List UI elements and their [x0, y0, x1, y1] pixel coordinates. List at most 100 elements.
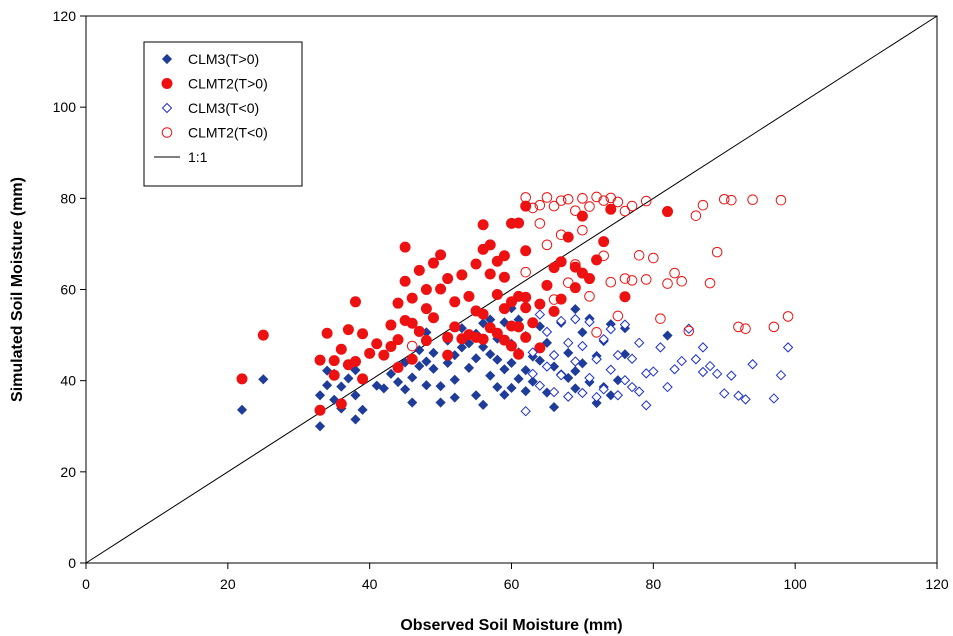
data-point	[541, 192, 553, 203]
series-3	[520, 309, 794, 417]
data-point	[470, 258, 482, 270]
data-point	[570, 205, 581, 216]
x-tick-label: 100	[783, 576, 807, 592]
x-axis-title: Observed Soil Moisture (mm)	[400, 617, 622, 634]
data-point	[236, 373, 248, 385]
data-point	[435, 249, 447, 261]
data-point	[733, 321, 744, 333]
data-point	[747, 359, 758, 370]
data-point	[605, 276, 617, 288]
data-point	[570, 356, 581, 367]
data-point	[534, 342, 546, 354]
data-point	[605, 323, 616, 335]
data-point	[421, 380, 432, 391]
axes: 0 20 40 60 80 100 120 0 20 40 60 80 100 120	[53, 8, 949, 592]
reference-line	[85, 15, 938, 564]
data-point	[704, 360, 716, 372]
data-point	[584, 291, 595, 302]
data-point	[314, 421, 326, 432]
x-tick-label: 0	[82, 576, 90, 592]
data-point	[676, 275, 688, 287]
legend: CLM3(T>0) CLMT2(T>0) CLM3(T<0) CLMT2(T<0) 1:…	[143, 41, 303, 187]
data-point	[484, 239, 496, 251]
data-point	[577, 224, 588, 236]
data-point	[513, 348, 525, 360]
data-point	[555, 195, 567, 206]
data-point	[548, 386, 560, 398]
data-point	[733, 390, 744, 401]
data-point	[548, 200, 560, 212]
data-point	[392, 334, 404, 346]
data-point	[598, 333, 609, 345]
data-point	[534, 218, 546, 229]
data-point	[498, 303, 510, 315]
data-point	[357, 404, 368, 415]
legend-label: CLM3(T>0)	[188, 51, 259, 67]
data-point	[349, 356, 361, 368]
data-point	[655, 342, 666, 353]
data-point	[633, 386, 645, 397]
data-point	[726, 370, 737, 381]
data-point	[492, 381, 503, 393]
data-point	[534, 355, 545, 366]
data-point	[258, 374, 269, 385]
data-point	[768, 393, 780, 404]
data-point	[335, 398, 347, 410]
data-point	[442, 357, 453, 368]
data-point	[548, 262, 560, 274]
y-tick-label: 0	[68, 555, 76, 571]
legend-box	[143, 41, 303, 187]
data-point	[477, 219, 489, 231]
data-point	[343, 373, 354, 384]
data-point	[782, 342, 794, 353]
data-point	[584, 316, 595, 328]
data-point	[321, 327, 333, 339]
y-tick-label: 80	[60, 190, 76, 206]
data-point	[442, 331, 454, 343]
legend-marker	[161, 102, 173, 114]
y-tick-label: 100	[53, 99, 77, 115]
data-point	[477, 308, 489, 320]
data-point	[413, 325, 425, 337]
data-point	[591, 397, 602, 409]
legend-label: CLMT2(T>0)	[188, 76, 268, 92]
data-point	[641, 400, 652, 411]
data-point	[421, 356, 432, 367]
data-point	[577, 327, 588, 338]
data-point	[655, 313, 666, 324]
data-point	[456, 342, 467, 353]
data-point	[506, 340, 517, 352]
data-point	[420, 335, 432, 347]
data-point	[747, 194, 758, 206]
data-point	[626, 275, 638, 286]
data-point	[626, 200, 638, 212]
data-point	[527, 368, 538, 380]
data-point	[428, 363, 439, 374]
data-point	[605, 390, 616, 401]
data-point	[484, 268, 496, 280]
data-point	[541, 361, 553, 372]
data-point	[563, 391, 574, 402]
data-point	[570, 366, 581, 377]
data-point	[442, 273, 454, 285]
data-point	[563, 337, 574, 349]
data-point	[541, 239, 553, 251]
data-point	[485, 349, 496, 360]
data-point	[534, 298, 546, 310]
data-point	[449, 392, 460, 403]
data-point	[541, 326, 553, 338]
data-point	[683, 325, 695, 337]
data-point	[335, 343, 347, 355]
data-point	[605, 364, 616, 375]
y-tick-label: 60	[60, 282, 76, 298]
data-point	[364, 347, 376, 359]
data-point	[407, 372, 418, 383]
data-point	[342, 324, 354, 336]
data-point	[527, 347, 538, 358]
data-point	[591, 354, 602, 365]
data-point	[257, 329, 269, 341]
data-point	[555, 315, 567, 327]
data-point	[598, 195, 609, 206]
data-point	[406, 353, 418, 365]
